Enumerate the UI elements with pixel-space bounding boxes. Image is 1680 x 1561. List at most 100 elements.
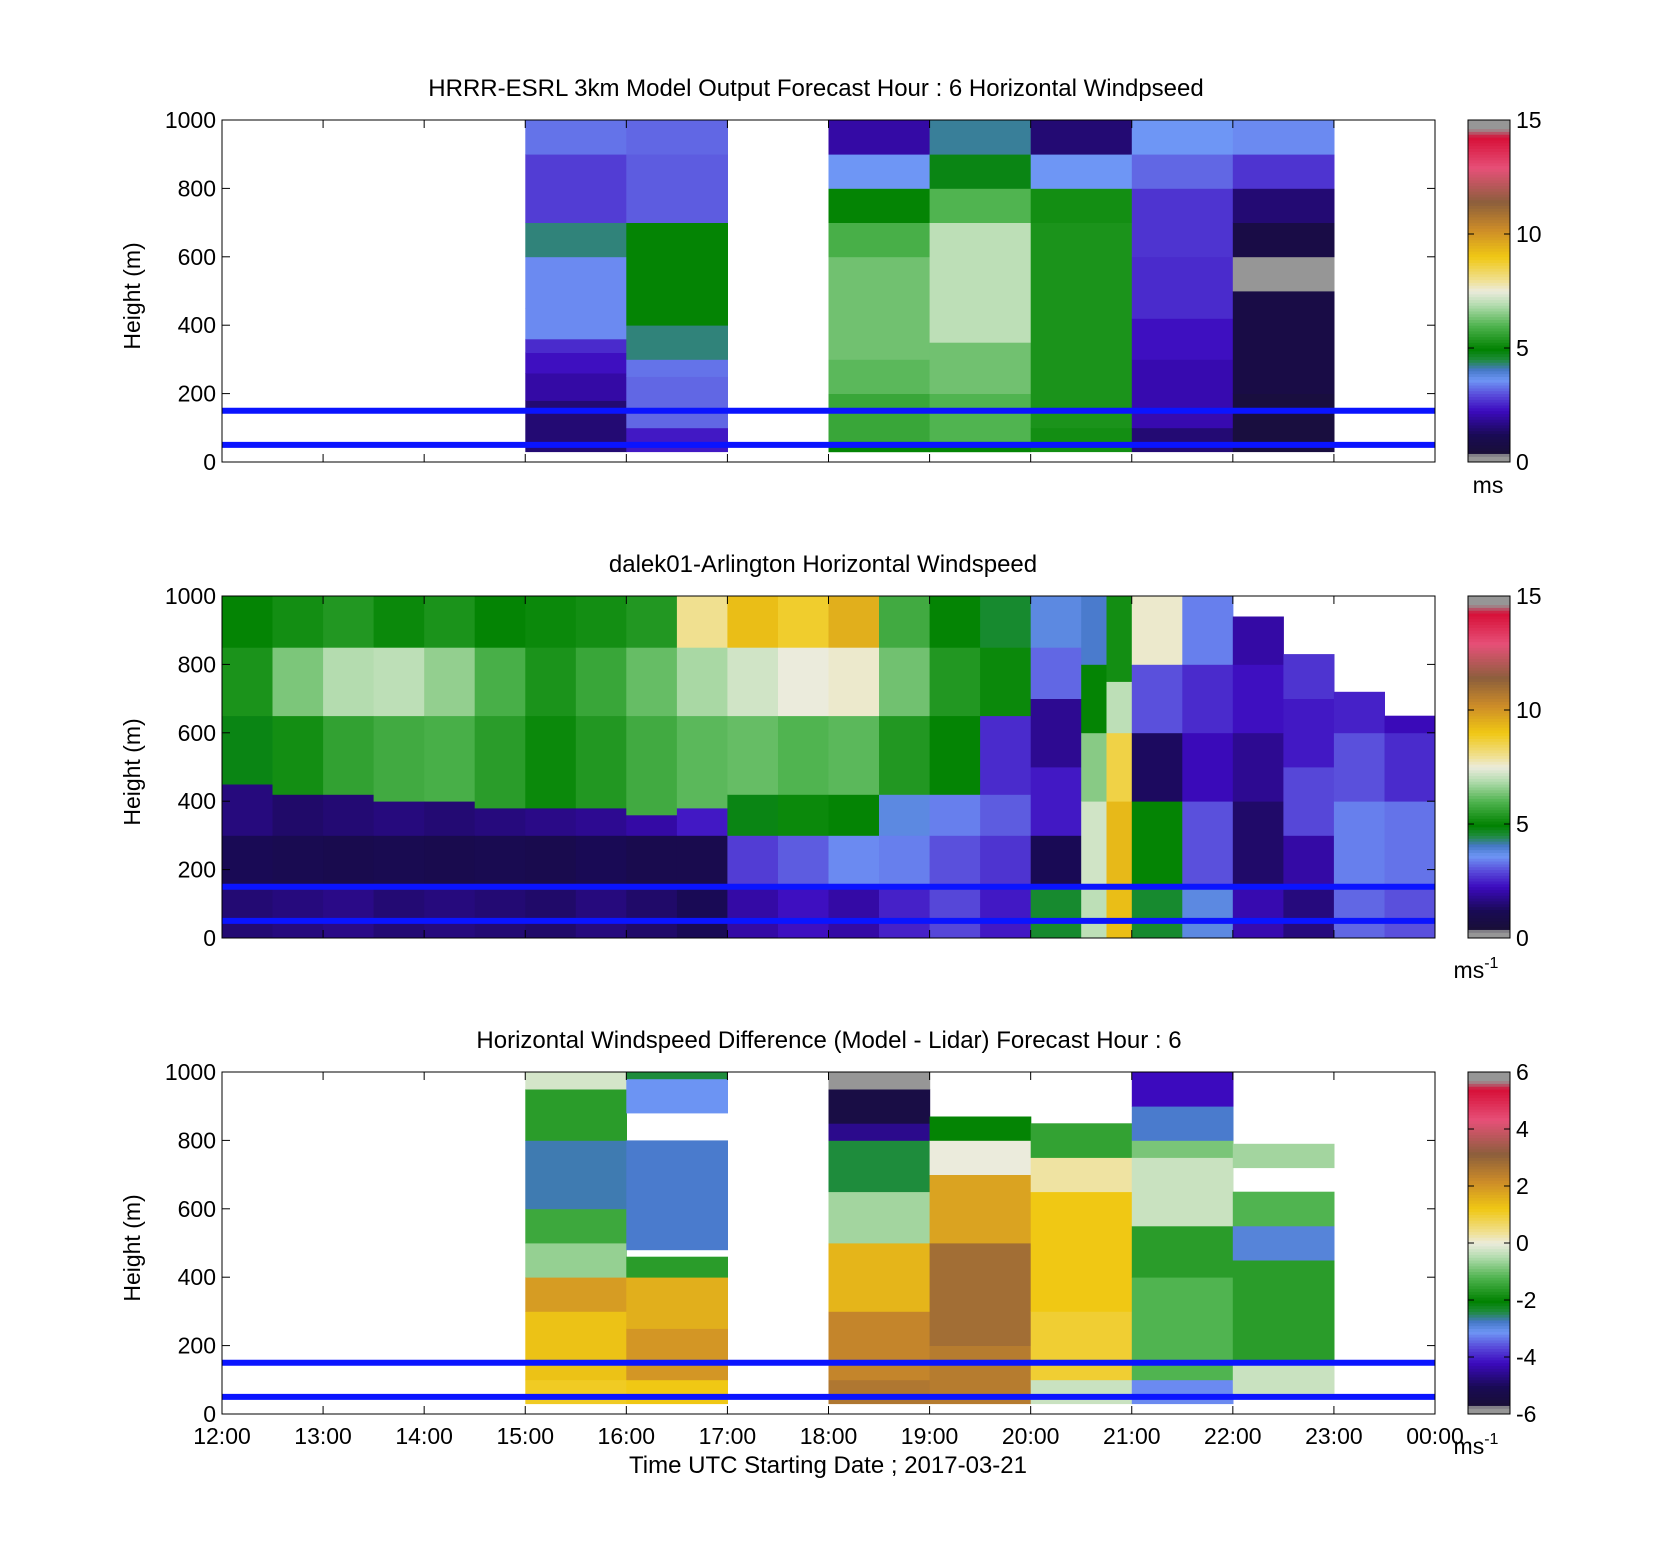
heatmap-cell: [929, 886, 981, 938]
colorbar-swatch: [1468, 852, 1510, 856]
colorbar-swatch: [1468, 1277, 1510, 1281]
heatmap-cell: [929, 1243, 1032, 1346]
panel-model: HRRR-ESRL 3km Model Output Forecast Hour…: [119, 75, 1542, 498]
colorbar-swatch: [1468, 313, 1510, 318]
colorbar-swatch: [1468, 279, 1510, 283]
colorbar-swatch: [1468, 786, 1510, 791]
colorbar-swatch: [1468, 416, 1510, 420]
heatmap-cell: [424, 715, 476, 802]
colorbar-swatch: [1468, 1180, 1510, 1184]
colorbar: 0 5 10 15: [1467, 107, 1542, 475]
colorbar-swatch: [1468, 684, 1510, 688]
heatmap-cell: [1131, 1072, 1234, 1107]
y-tick-label: 1000: [165, 1059, 216, 1085]
colorbar-tick-label: 0: [1516, 1230, 1529, 1256]
colorbar-swatch: [1468, 1146, 1510, 1150]
colorbar-swatch: [1468, 387, 1510, 392]
colorbar-swatch: [1468, 413, 1510, 417]
colorbar-swatch: [1468, 920, 1510, 925]
heatmap-cell: [424, 647, 476, 717]
colorbar-swatch: [1468, 1072, 1510, 1076]
colorbar-swatch: [1468, 721, 1510, 725]
colorbar-swatch: [1468, 271, 1510, 275]
heatmap-cell: [525, 222, 627, 258]
colorbar-swatch: [1468, 604, 1510, 608]
heatmap-cell: [1232, 291, 1335, 394]
heatmap-cell: [1131, 664, 1183, 734]
heatmap-cell: [222, 647, 274, 717]
colorbar-swatch: [1468, 881, 1510, 885]
y-tick-label: 1000: [165, 107, 216, 133]
heatmap-cell: [1131, 886, 1183, 938]
heatmap-cell: [1384, 732, 1435, 802]
colorbar-swatch: [1468, 1237, 1510, 1241]
y-tick-label: 0: [203, 449, 216, 475]
heatmap-cell: [626, 647, 678, 717]
colorbar-swatch: [1468, 841, 1510, 845]
colorbar-swatch: [1468, 248, 1510, 252]
colorbar-swatch: [1468, 196, 1510, 201]
heatmap-cell: [424, 835, 476, 888]
colorbar-swatch: [1468, 1126, 1510, 1130]
colorbar-swatch: [1468, 784, 1510, 788]
heatmap-cell: [980, 886, 1032, 938]
colorbar-swatch: [1468, 615, 1510, 620]
colorbar-swatch: [1468, 1177, 1510, 1181]
colorbar-swatch: [1468, 139, 1510, 144]
colorbar-swatch: [1468, 1405, 1510, 1409]
colorbar-swatch: [1468, 328, 1510, 332]
heatmap-cell: [879, 886, 931, 938]
colorbar-swatch: [1468, 1143, 1510, 1147]
colorbar-swatch: [1468, 775, 1510, 779]
colorbar-swatch: [1468, 137, 1510, 141]
heatmap-cell: [828, 393, 931, 442]
colorbar-swatch: [1468, 818, 1510, 822]
colorbar-swatch: [1468, 185, 1510, 189]
colorbar-swatch: [1468, 422, 1510, 426]
colorbar-swatch: [1468, 367, 1510, 372]
colorbar-swatch: [1468, 390, 1510, 395]
heatmap-cell: [1030, 647, 1082, 699]
colorbar-swatch: [1468, 858, 1510, 862]
colorbar-swatch: [1468, 1191, 1510, 1196]
heatmap-cell: [1081, 886, 1108, 938]
colorbar-swatch: [1468, 1399, 1510, 1404]
colorbar-swatch: [1468, 1254, 1510, 1258]
colorbar-swatch: [1468, 165, 1510, 169]
heatmap-cell: [525, 338, 627, 353]
heatmap-cell: [980, 794, 1032, 836]
heatmap-cell: [1030, 1311, 1133, 1381]
colorbar-swatch: [1468, 208, 1510, 212]
heatmap-cell: [626, 1379, 728, 1405]
colorbar-swatch: [1468, 1137, 1510, 1141]
heatmap-cell: [1232, 616, 1284, 665]
heatmap-cell: [929, 342, 1032, 394]
heatmap-cell: [727, 794, 779, 836]
colorbar-swatch: [1468, 658, 1510, 663]
heatmap-cell: [474, 596, 526, 648]
colorbar-swatch: [1468, 1166, 1510, 1170]
colorbar-swatch: [1468, 789, 1510, 794]
colorbar-swatch: [1468, 767, 1510, 771]
heatmap-cell: [525, 596, 577, 648]
colorbar-swatch: [1468, 1345, 1510, 1349]
heatmap-cell: [222, 596, 274, 648]
colorbar-swatch: [1468, 234, 1510, 238]
colorbar-swatch: [1468, 641, 1510, 645]
y-tick-label: 200: [178, 1333, 216, 1359]
heatmap-cell: [1232, 1225, 1335, 1261]
heatmap-cell: [1131, 318, 1234, 360]
colorbar-swatch: [1468, 872, 1510, 876]
colorbar-swatch: [1468, 909, 1510, 913]
axis-ticks: 0 200 400 600 800 1000: [165, 583, 1436, 951]
heatmap-cell: [323, 715, 375, 795]
colorbar-swatch: [1468, 1402, 1510, 1406]
y-tick-label: 200: [178, 857, 216, 883]
heatmap-cell: [1283, 654, 1335, 699]
colorbar-tick-label: 4: [1516, 1116, 1529, 1142]
heatmap-cell: [828, 1072, 931, 1090]
colorbar-swatch: [1468, 1368, 1510, 1372]
colorbar-swatch: [1468, 1109, 1510, 1113]
heatmap-cell: [373, 647, 425, 717]
colorbar-swatch: [1468, 339, 1510, 343]
